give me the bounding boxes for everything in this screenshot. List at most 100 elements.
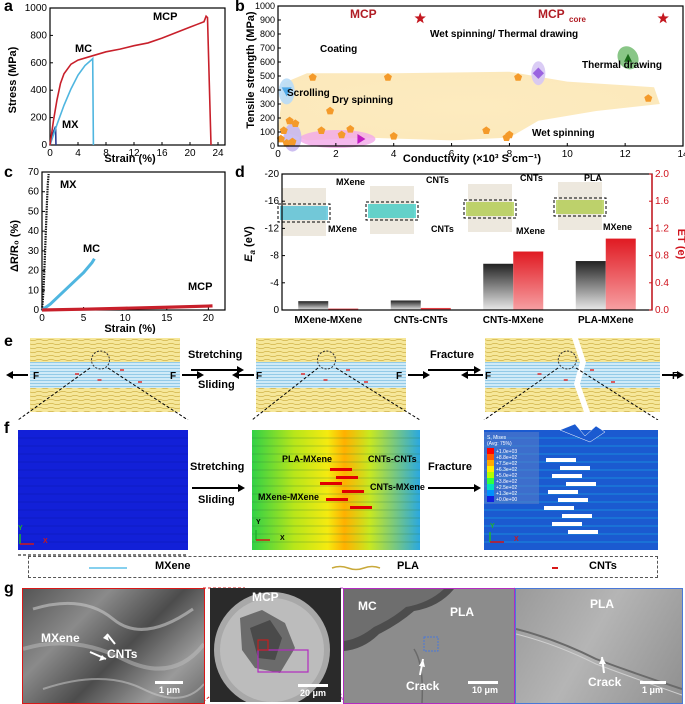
- d-category-label: MXene-MXene: [294, 315, 362, 326]
- d-ann-cnts-2: CNTs: [431, 224, 454, 234]
- b-ytick-label: 700: [260, 43, 275, 53]
- f-legend-value: +7.5e+02: [496, 461, 517, 467]
- sem2-scalebar: [298, 684, 328, 687]
- b-point-pentagon: [326, 106, 335, 115]
- b-xtick-label: 0: [275, 149, 281, 160]
- sem-image-4: PLA Crack 1 μm: [515, 588, 683, 704]
- b-point-pentagon: [346, 125, 355, 133]
- c-ytick-label: 20: [28, 266, 40, 277]
- a-label-mcp: MCP: [153, 11, 177, 23]
- c-xtick-label: 15: [161, 313, 173, 324]
- fiber-schematic: F F F F F F Stretching Sliding Fracture: [6, 338, 684, 420]
- e-pla-bottom-0: [30, 388, 180, 412]
- f-axis-y-2: Y: [256, 519, 261, 526]
- legend-cnts-text: CNTs: [589, 560, 617, 572]
- b-point-dry: [357, 134, 366, 144]
- e-arrowhead-2: [474, 366, 481, 374]
- f-legend-value: +8.8e+02: [496, 455, 517, 461]
- legend-pla-text: PLA: [397, 560, 419, 572]
- b-xaxis-label: Conductivity (×10³ S cm⁻¹): [403, 153, 541, 165]
- b-label-mcpcore-sub: core: [569, 15, 586, 24]
- material-legend: MXene PLA CNTs: [28, 556, 658, 578]
- b-point-pentagon: [308, 73, 317, 81]
- panel-label-d: d: [235, 164, 245, 181]
- b-label-dry: Dry spinning: [332, 95, 393, 106]
- d-category-label: CNTs-CNTs: [394, 315, 449, 326]
- e-zoom-line-1b: [107, 367, 189, 420]
- a-ytick-label: 400: [30, 85, 47, 96]
- a-xtick-label: 8: [103, 148, 109, 159]
- c-label-mx: MX: [60, 179, 77, 191]
- e-force-head-right-0: [197, 371, 204, 379]
- c-ytick-label: 50: [28, 206, 40, 217]
- b-label-wet: Wet spinning: [532, 128, 595, 139]
- d-ann-pla: PLA: [584, 173, 603, 183]
- f-sim-fracture-gap: [552, 522, 582, 526]
- d-molecule-box-2: [463, 199, 517, 219]
- e-zoom-line-2a: [251, 367, 319, 420]
- a-xtick-label: 4: [75, 148, 81, 159]
- b-point-pentagon: [383, 73, 392, 81]
- b-region-wet-spinning: [278, 71, 660, 141]
- b-xtick-label: 12: [620, 149, 632, 160]
- f-legend-swatch: [487, 490, 494, 496]
- b-ytick-label: 800: [260, 29, 275, 39]
- d-ann-mxene-4: MXene: [603, 222, 632, 232]
- a-ytick-label: 600: [30, 58, 47, 69]
- f-legend-value: +6.3e+02: [496, 467, 517, 473]
- a-label-mx: MX: [62, 119, 79, 131]
- f-sim-fracture-tip: [559, 423, 606, 443]
- c-yaxis-label: ΔR/R₀ (%): [9, 220, 21, 272]
- f-sliding-label: Sliding: [198, 494, 235, 506]
- e-pla-bottom-1: [256, 388, 406, 412]
- d-ytick-left-label: -16: [265, 196, 280, 207]
- e-zoom-circle-1: [317, 350, 336, 370]
- c-series-mcp: [41, 304, 213, 312]
- b-ytick-label: 900: [260, 15, 275, 25]
- b-point-pentagon: [279, 126, 288, 134]
- b-label-coating: Coating: [320, 44, 357, 55]
- c-label-mcp: MCP: [188, 281, 212, 293]
- d-category-label: CNTs-MXene: [483, 315, 544, 326]
- sem4-pla-label: PLA: [590, 597, 614, 611]
- e-sliding-label: Sliding: [198, 379, 235, 391]
- b-point-thermal: [624, 53, 633, 62]
- f-sim-hot-spot: [350, 506, 372, 509]
- f-legend-swatch: [487, 460, 494, 466]
- d-molecule-box-3: [553, 197, 607, 217]
- b-point-coating: [281, 87, 292, 97]
- b-ytick-label: 200: [260, 113, 275, 123]
- a-xaxis-label: Strain (%): [104, 153, 156, 165]
- e-force-head-right-1: [423, 371, 430, 379]
- b-star-mcpcore: [657, 12, 669, 24]
- b-point-pentagon: [276, 134, 285, 143]
- c-xaxis-label: Strain (%): [104, 323, 156, 334]
- e-zoom-line-3a: [483, 367, 559, 420]
- f-sim-hot-spot: [326, 498, 348, 501]
- a-yaxis-label: Stress (MPa): [7, 46, 19, 113]
- legend-mxene-text: MXene: [155, 560, 191, 572]
- b-point-pentagon: [291, 119, 300, 127]
- d-ann-mxene-1: MXene: [336, 177, 365, 187]
- e-force-head-left-2: [461, 371, 468, 379]
- strength-conductivity-chart: 0 2 4 6 8 10 12 14 0 100 200 300 400 500 600 700 800 900 1…: [245, 1, 685, 165]
- e-fracture-crack: [572, 338, 590, 412]
- a-xtick-label: 16: [156, 148, 168, 159]
- panel-label-g: g: [4, 580, 14, 597]
- c-ytick-label: 0: [33, 305, 39, 316]
- b-star-mcp: [414, 12, 426, 24]
- c-ytick-label: 10: [28, 285, 40, 296]
- sem3-scale-text: 10 μm: [472, 685, 499, 695]
- e-stretching-label: Stretching: [188, 349, 242, 361]
- b-point-pentagon: [288, 137, 297, 146]
- c-ytick-label: 30: [28, 246, 40, 257]
- d-ytick-left-label: -4: [270, 278, 279, 289]
- b-point-pentagon: [317, 126, 326, 134]
- c-ytick-label: 70: [28, 167, 40, 178]
- e-zoom-circle-2: [557, 350, 577, 370]
- f-label-cnts-mxene: CNTs-MXene: [370, 482, 425, 492]
- f-legend-title: S, Mises: [487, 435, 507, 441]
- d-ann-mxene-3: MXene: [516, 226, 545, 236]
- sem3-scalebar: [468, 681, 498, 684]
- a-ytick-label: 1000: [25, 3, 48, 14]
